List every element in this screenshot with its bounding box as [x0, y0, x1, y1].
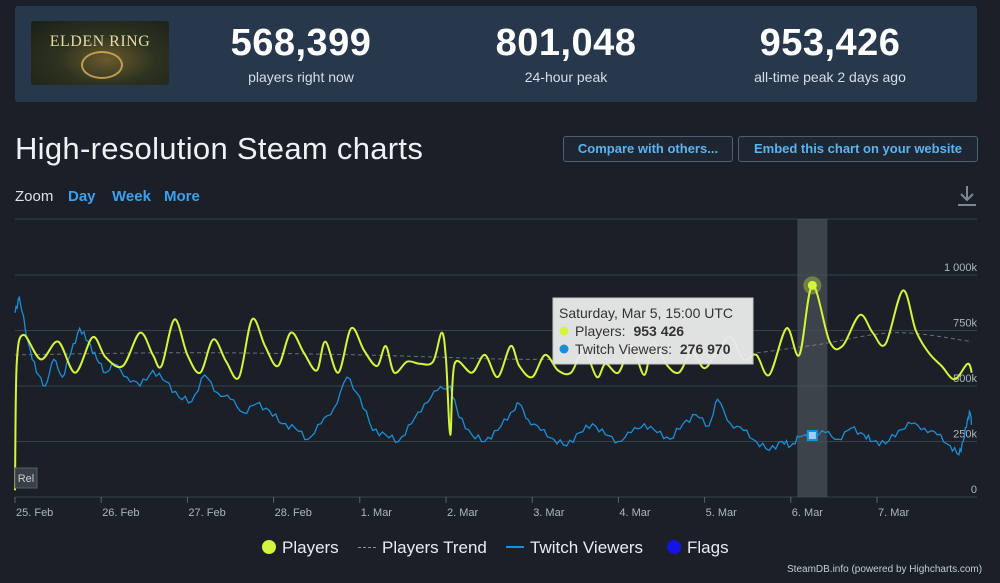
stat-players-now: 568,399 players right now — [186, 23, 416, 85]
y-tick-label: 750k — [953, 318, 977, 330]
legend-dot-icon — [667, 540, 681, 554]
compare-button[interactable]: Compare with others... — [563, 136, 733, 162]
legend-label: Players — [282, 538, 339, 557]
legend-dot-icon — [262, 540, 276, 554]
stats-bar: ELDEN RING 568,399 players right now 801… — [15, 6, 977, 102]
svg-text:Twitch Viewers: 276 970: Twitch Viewers: 276 970 — [575, 341, 731, 357]
legend-label: Twitch Viewers — [530, 538, 644, 557]
x-tick-label: 26. Feb — [102, 507, 139, 519]
stat-24h-peak: 801,048 24-hour peak — [451, 23, 681, 85]
stat-label: 24-hour peak — [524, 69, 608, 85]
legend-players[interactable]: Players — [262, 538, 339, 558]
zoom-day-link[interactable]: Day — [68, 188, 96, 205]
stat-label: players right now — [248, 69, 354, 85]
players-trend-line — [14, 332, 972, 360]
tooltip-players-dot — [559, 326, 569, 336]
legend-flags[interactable]: Flags — [667, 538, 729, 558]
players-hover-point — [807, 280, 817, 290]
twitch-hover-point — [806, 430, 818, 442]
y-tick-label: 250k — [953, 429, 977, 441]
stat-value: 801,048 — [495, 22, 637, 64]
rel-badge: Rel — [14, 467, 38, 489]
y-tick-label: 0 — [971, 484, 977, 496]
page-title: High-resolution Steam charts — [15, 131, 424, 166]
x-tick-label: 28. Feb — [275, 507, 312, 519]
embed-chart-button[interactable]: Embed this chart on your website — [738, 136, 978, 162]
tooltip-twitch-label: Twitch Viewers: — [575, 341, 672, 357]
twitch-viewers-line — [14, 295, 973, 456]
x-tick-label: 2. Mar — [447, 507, 479, 519]
x-tick-label: 4. Mar — [619, 507, 651, 519]
tooltip-twitch-value: 276 970 — [680, 341, 731, 357]
download-icon[interactable] — [956, 184, 978, 208]
tooltip-players-label: Players: — [575, 323, 626, 339]
legend-label: Players Trend — [382, 538, 487, 557]
y-tick-label: 1 000k — [944, 262, 978, 274]
chart-grid — [15, 218, 977, 498]
zoom-more-link[interactable]: More — [164, 188, 200, 205]
tooltip-players-value: 953 426 — [633, 323, 684, 339]
legend-twitch-viewers[interactable]: Twitch Viewers — [506, 538, 643, 558]
stat-value: 568,399 — [230, 22, 372, 64]
tooltip-twitch-dot — [559, 344, 569, 354]
x-tick-label: 6. Mar — [792, 507, 824, 519]
chart-tooltip: Saturday, Mar 5, 15:00 UTC Players: 953 … — [552, 297, 754, 365]
legend-dash-icon — [358, 547, 376, 548]
x-tick-label: 7. Mar — [878, 507, 910, 519]
players-line — [14, 284, 973, 491]
x-tick-label: 27. Feb — [188, 507, 225, 519]
tooltip-title: Saturday, Mar 5, 15:00 UTC — [559, 305, 733, 321]
x-tick-label: 1. Mar — [361, 507, 393, 519]
chart-credit[interactable]: SteamDB.info (powered by Highcharts.com) — [787, 564, 983, 575]
x-tick-label: 25. Feb — [16, 507, 53, 519]
hover-highlight-band — [797, 219, 828, 497]
legend-line-icon — [506, 546, 524, 548]
stat-label: all-time peak 2 days ago — [754, 69, 906, 85]
x-axis-labels: 25. Feb 26. Feb 27. Feb 28. Feb 1. Mar 2. Mar… — [14, 497, 910, 519]
zoom-label: Zoom — [15, 188, 54, 205]
game-logo-ring — [81, 51, 123, 79]
game-logo-text: ELDEN RING — [49, 33, 151, 50]
rel-label: Rel — [18, 473, 35, 485]
zoom-week-link[interactable]: Week — [112, 188, 151, 205]
x-tick-label: 5. Mar — [706, 507, 738, 519]
stat-value: 953,426 — [759, 22, 901, 64]
x-tick-label: 3. Mar — [533, 507, 565, 519]
svg-text:Players: 953 426: Players: 953 426 — [575, 323, 684, 339]
hover-markers — [803, 276, 822, 442]
game-logo[interactable]: ELDEN RING — [31, 21, 169, 85]
stat-all-time-peak: 953,426 all-time peak 2 days ago — [715, 23, 945, 85]
legend-players-trend[interactable]: Players Trend — [358, 538, 487, 558]
legend-label: Flags — [687, 538, 729, 557]
